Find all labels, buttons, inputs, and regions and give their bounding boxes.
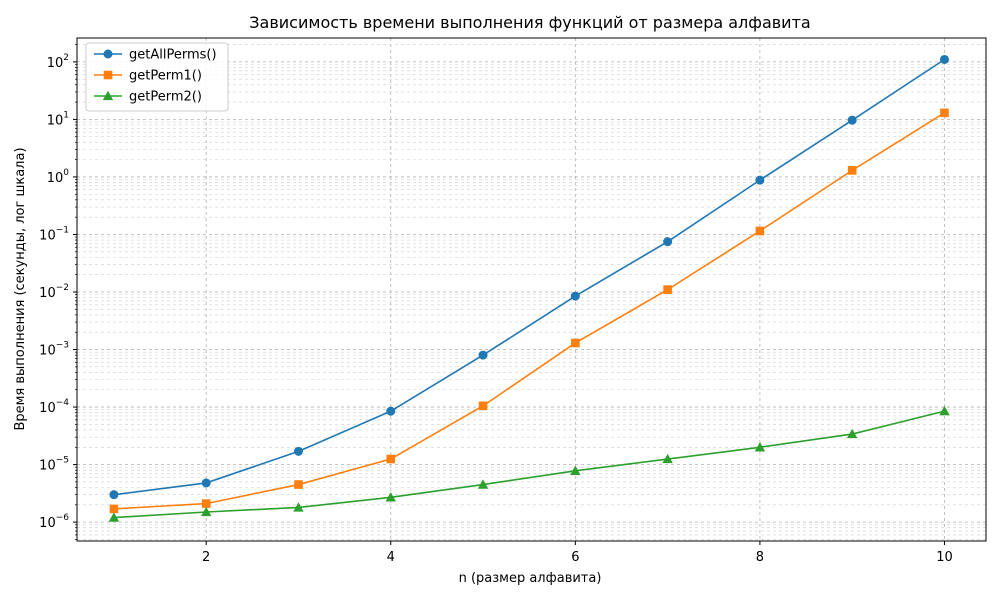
legend-label: getAllPerms() [129,48,217,63]
legend-item: getPerm1() [94,69,202,84]
series-3 [108,405,950,522]
data-point [478,350,488,360]
data-point [108,512,120,522]
x-tick-label: 6 [571,550,579,565]
legend-item: getPerm2() [94,90,202,105]
x-tick-label: 4 [387,550,395,565]
data-point [939,405,950,416]
data-point [201,478,211,488]
chart-title: Зависимость времени выполнения функций о… [249,13,810,32]
legend-label: getPerm2() [129,90,202,105]
y-tick-label: 10−5 [39,456,69,474]
grid [77,38,986,541]
series-layer [108,54,950,522]
data-point [109,504,119,514]
series-1 [109,54,949,500]
series-line [113,410,945,519]
x-tick-label: 2 [202,550,210,565]
x-axis-label: n (размер алфавита) [459,571,602,586]
data-point [293,502,304,512]
y-tick-label: 10−2 [39,283,69,301]
data-point [478,401,488,411]
data-point [939,54,949,64]
data-point [201,499,211,508]
data-point [940,108,949,118]
series-2 [109,108,949,514]
y-axis-ticks: 10−6 10−5 10−4 10−3 10−2 10−1 100 101 102 [39,44,77,540]
legend-label: getPerm1() [129,69,202,84]
y-tick-label: 101 [47,110,69,128]
plot-frame [76,37,987,542]
data-point [754,442,766,452]
x-tick-label: 8 [756,550,764,565]
data-point [570,291,580,301]
data-point [385,492,396,502]
legend-item: getAllPerms() [94,48,217,63]
data-point [386,454,396,464]
series-line [113,112,945,510]
x-tick-label: 10 [936,550,953,565]
data-point [755,226,765,236]
data-point [293,446,303,456]
y-tick-label: 102 [47,53,69,71]
data-point [663,285,672,294]
data-point [294,480,303,489]
legend-marker [103,49,113,59]
data-point [477,479,489,489]
y-tick-label: 100 [47,168,70,186]
series-line [113,58,945,496]
data-point [755,175,765,185]
y-axis-label: Время выполнения (секунды, лог шкала) [13,147,28,430]
data-point [109,490,119,500]
data-point [200,506,212,517]
data-point [847,115,857,125]
y-tick-label: 10−6 [39,513,69,531]
data-point [386,406,396,416]
x-axis-ticks: 2 4 6 8 10 [202,541,953,565]
legend: getAllPerms() getPerm1() getPerm2() [85,42,229,112]
y-tick-label: 10−4 [39,398,69,416]
data-point [570,465,581,475]
y-tick-label: 10−3 [39,341,69,359]
legend-marker [103,70,113,80]
data-point [846,428,858,439]
y-tick-label: 10−1 [39,225,69,243]
data-point [571,338,580,348]
data-point [847,166,857,175]
data-point [662,453,673,464]
data-point [663,237,673,247]
legend-marker [102,90,114,101]
legend-box [85,42,229,112]
